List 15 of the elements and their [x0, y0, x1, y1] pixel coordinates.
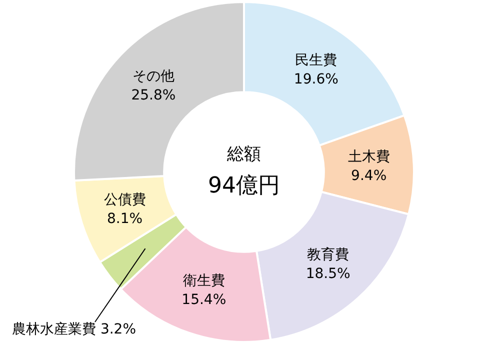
slice-label: 衛生費	[182, 272, 225, 289]
data-label: 18.5%	[306, 266, 350, 282]
text: 総額	[226, 144, 261, 164]
data-label: 19.6%	[294, 72, 338, 88]
data-label: 9.4%	[351, 168, 387, 184]
slice-label: 土木費	[348, 149, 390, 166]
slice-label: 教育費	[307, 246, 350, 264]
slice-label: 民生費	[295, 52, 338, 69]
slice-label: 農林水産業費 3.2%	[12, 322, 136, 338]
data-label: 15.4%	[182, 292, 226, 308]
data-label: 25.8%	[131, 88, 176, 104]
slice-label: その他	[132, 68, 174, 85]
text: 94億円	[208, 174, 280, 199]
slice-label: 公債費	[104, 192, 146, 208]
data-label: 8.1%	[107, 211, 143, 228]
